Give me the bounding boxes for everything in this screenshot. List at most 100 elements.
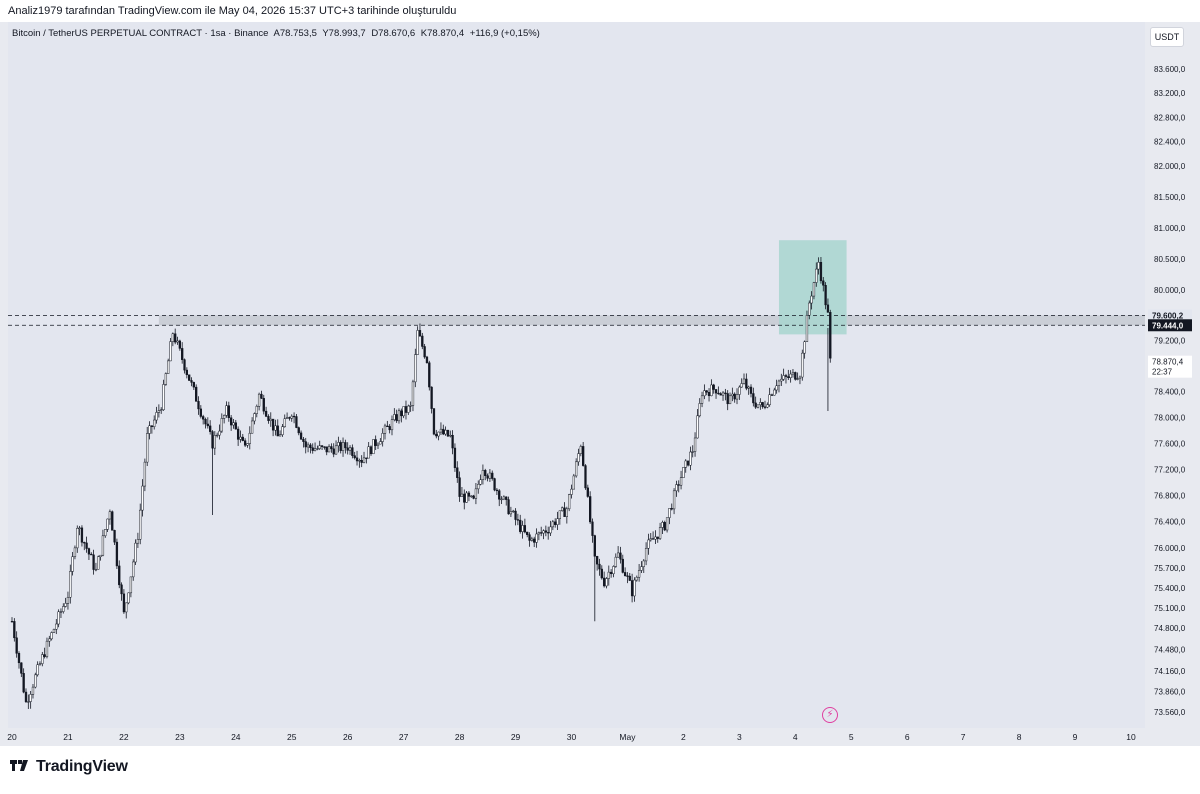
candle-down [533, 538, 536, 543]
candle-up [164, 373, 168, 385]
currency-button[interactable]: USDT [1150, 27, 1184, 47]
candle-up [782, 375, 785, 380]
candle-up [801, 352, 804, 378]
candle-down [351, 447, 354, 456]
candle-up [213, 435, 216, 449]
candle-down [353, 455, 356, 459]
legend-open: A78.753,5 [273, 28, 317, 39]
candle-up [675, 484, 678, 492]
candle-down [181, 348, 184, 360]
legend-change: +116,9 (+0,15%) [469, 28, 540, 39]
candle-up [232, 422, 235, 426]
candle-up [798, 376, 802, 379]
candle-up [162, 384, 165, 411]
candle-up [672, 490, 676, 510]
candle-down [544, 530, 548, 533]
candle-down [185, 369, 188, 376]
candle-up [48, 638, 51, 642]
candle-up [106, 518, 109, 530]
candle-up [393, 414, 396, 420]
x-tick-label: 21 [63, 732, 73, 742]
candle-up [129, 576, 133, 594]
candle-down [628, 575, 631, 581]
candle-down [745, 378, 748, 389]
candle-down [456, 467, 459, 478]
candle-up [36, 664, 39, 676]
price-label-level-high: 79.600,2 [1152, 311, 1184, 320]
candle-down [188, 374, 191, 381]
candle-down [400, 410, 403, 417]
plot-area[interactable] [8, 22, 1145, 728]
candle-down [495, 489, 499, 492]
candle-up [45, 640, 49, 657]
candle-up [62, 606, 65, 612]
candle-down [651, 538, 655, 540]
candle-down [463, 493, 466, 503]
candle-up [274, 425, 277, 431]
candle-down [288, 417, 291, 419]
x-tick-label: 9 [1073, 732, 1078, 742]
candle-down [404, 406, 408, 413]
legend-close: K78.870,4 [420, 28, 465, 39]
candle-up [127, 592, 130, 604]
candle-up [337, 442, 340, 447]
price-label-last: 78.870,4 [1152, 358, 1184, 367]
candle-up [768, 394, 771, 406]
candle-down [241, 436, 244, 441]
candle-up [218, 430, 221, 436]
candle-up [637, 570, 641, 578]
candle-up [658, 527, 662, 539]
candle-up [647, 539, 650, 549]
candle-up [29, 694, 32, 702]
candle-down [236, 428, 240, 440]
candle-down [10, 621, 14, 623]
candle-up [269, 418, 272, 421]
candle-down [430, 386, 433, 409]
candle-down [472, 495, 475, 499]
x-tick-label: 25 [287, 732, 297, 742]
candle-up [616, 552, 620, 558]
candle-up [449, 434, 452, 437]
tradingview-logo[interactable]: TradingView [8, 758, 128, 776]
flash-icon[interactable]: ⚡ [822, 707, 838, 723]
candle-up [411, 381, 415, 406]
candle-up [777, 380, 781, 387]
candle-up [665, 517, 669, 531]
candle-down [526, 531, 529, 535]
candle-up [465, 492, 468, 503]
candle-down [519, 519, 522, 532]
candle-up [318, 445, 321, 449]
candlestick-chart[interactable]: 83.600,0 83.200,0 82.800,0 82.400,0 82.000,0… [0, 0, 1200, 746]
candle-up [684, 460, 687, 468]
candle-up [642, 560, 645, 567]
candle-up [738, 386, 741, 395]
candle-up [372, 439, 375, 455]
candle-down [386, 425, 389, 427]
candle-up [283, 418, 286, 427]
candle-down [332, 448, 335, 455]
candle-up [153, 419, 156, 427]
candle-down [670, 508, 673, 510]
candle-up [605, 578, 608, 587]
candle-down [202, 416, 205, 420]
candle-down [621, 558, 624, 573]
x-tick-label: 23 [175, 732, 185, 742]
candle-up [327, 446, 331, 453]
y-tick-label: 74.480,0 [1154, 646, 1186, 655]
candle-up [169, 341, 172, 362]
candle-up [696, 415, 699, 439]
candle-down [365, 457, 368, 459]
candle-down [498, 490, 501, 500]
price-label-level-low-box [1148, 319, 1192, 332]
candle-down [120, 584, 123, 595]
y-tick-label: 76.800,0 [1154, 491, 1186, 500]
y-tick-label: 81.000,0 [1154, 224, 1186, 233]
candle-down [547, 532, 550, 534]
candle-down [486, 475, 489, 479]
candle-down [516, 519, 520, 521]
candle-up [700, 395, 704, 404]
candle-down [80, 527, 84, 543]
candle-down [297, 427, 300, 434]
candle-up [71, 556, 74, 572]
candle-down [493, 478, 496, 491]
